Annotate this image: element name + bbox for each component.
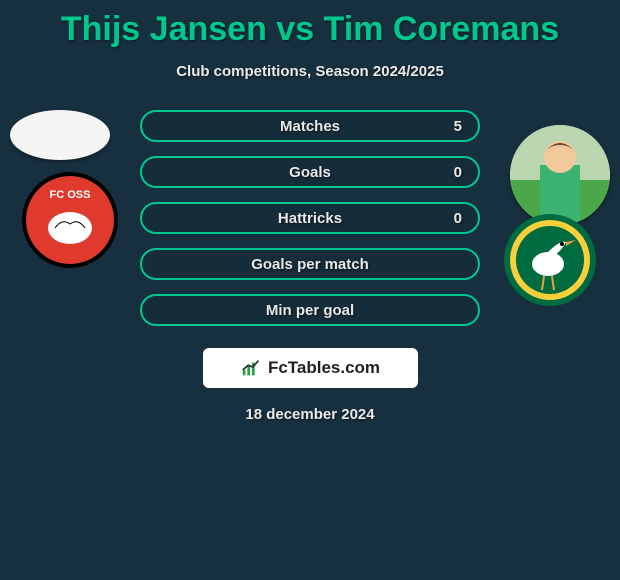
club-badge-right (500, 210, 600, 310)
page-title: Thijs Jansen vs Tim Coremans (0, 0, 620, 49)
brand-badge: FcTables.com (203, 348, 418, 388)
stat-label: Matches (280, 118, 340, 135)
stat-value-right: 0 (454, 164, 462, 181)
player-left-avatar (10, 110, 110, 160)
club-badge-left: FC OSS (20, 170, 120, 270)
stat-label: Min per goal (266, 302, 354, 319)
stat-label: Hattricks (278, 210, 342, 227)
stat-row: Hattricks 0 (140, 202, 480, 234)
brand-text: FcTables.com (268, 358, 380, 378)
season-subtitle: Club competitions, Season 2024/2025 (0, 63, 620, 80)
comparison-area: FC OSS Matches 5 Goals 0 Hattricks (0, 110, 620, 423)
stat-label: Goals per match (251, 256, 369, 273)
svg-text:FC OSS: FC OSS (50, 189, 91, 201)
stat-row: Goals 0 (140, 156, 480, 188)
stat-label: Goals (289, 164, 331, 181)
stat-row: Matches 5 (140, 110, 480, 142)
stat-value-right: 5 (454, 118, 462, 135)
stat-row: Goals per match (140, 248, 480, 280)
date-text: 18 december 2024 (0, 406, 620, 423)
stat-row: Min per goal (140, 294, 480, 326)
stat-value-right: 0 (454, 210, 462, 227)
chart-icon (240, 357, 262, 379)
stats-list: Matches 5 Goals 0 Hattricks 0 Goals per … (140, 110, 480, 326)
